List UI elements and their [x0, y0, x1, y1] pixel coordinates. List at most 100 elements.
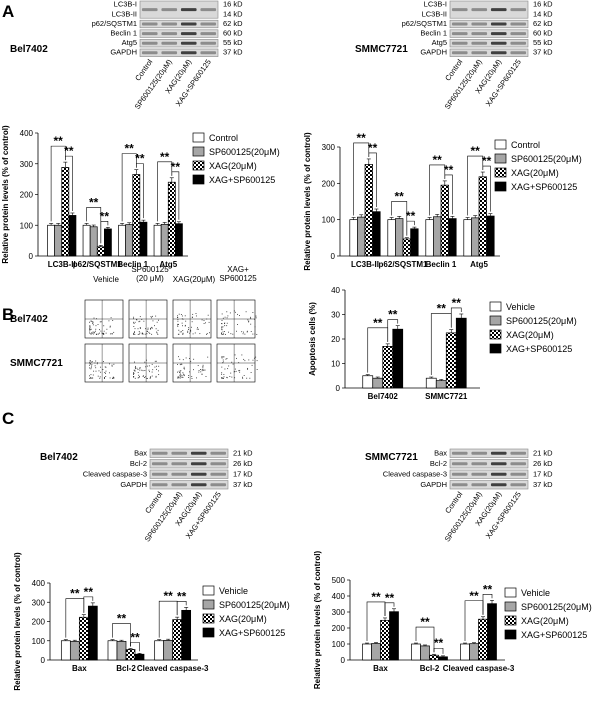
flow-event	[150, 376, 152, 378]
flow-event	[221, 377, 223, 379]
flow-event	[91, 332, 93, 334]
bar	[478, 176, 487, 257]
significance-bracket	[121, 153, 137, 222]
flow-event	[133, 326, 135, 327]
flow-event	[151, 375, 153, 377]
flow-event	[242, 377, 244, 379]
flow-event	[232, 363, 234, 365]
significance-bracket	[444, 174, 453, 215]
flow-event	[94, 365, 96, 367]
significance-bracket	[136, 163, 144, 219]
flow-event	[90, 363, 92, 365]
legend-swatch	[192, 146, 205, 157]
significance-label: **	[177, 589, 187, 603]
western-blot-c-bel7402: Bel7402 Bax 21 kD Bcl-2 26 kD Cleaved caspase…	[40, 448, 253, 543]
flow-event	[221, 333, 223, 334]
blot-strip	[139, 29, 219, 38]
blot-label: LC3B-II	[422, 9, 447, 18]
flow-event	[144, 333, 146, 335]
y-tick-label: 300	[32, 598, 46, 607]
flow-event	[221, 323, 222, 325]
flow-event	[100, 330, 102, 332]
flow-event	[226, 317, 228, 319]
flow-event	[134, 369, 136, 371]
flow-event	[138, 321, 140, 323]
flow-event	[151, 315, 153, 317]
flow-event	[135, 318, 137, 320]
flow-event	[198, 370, 200, 372]
blot-label: GAPDH	[110, 48, 137, 57]
flow-event	[156, 331, 158, 333]
bar	[448, 218, 457, 257]
significance-bracket	[157, 161, 173, 222]
flow-event	[183, 374, 185, 376]
legend-swatch	[494, 139, 507, 150]
flow-event	[143, 320, 145, 322]
flow-event	[154, 325, 155, 327]
flow-event	[90, 374, 92, 376]
flow-event	[113, 331, 115, 333]
blot-band	[210, 451, 227, 455]
flow-event	[92, 321, 94, 323]
significance-label: **	[385, 591, 395, 605]
bar	[175, 223, 183, 257]
blot-band	[510, 451, 527, 455]
flow-event	[139, 327, 141, 328]
kd-label: 60 kD	[533, 29, 553, 38]
x-tick-label: SMMC7721	[425, 392, 468, 401]
blot-strip	[149, 448, 229, 458]
y-tick-label: 40	[331, 286, 340, 295]
blot-band	[510, 472, 527, 476]
flow-event	[190, 360, 192, 362]
legend-swatch	[202, 627, 215, 638]
kd-label: 62 kD	[533, 19, 553, 28]
y-tick-label: 500	[332, 576, 346, 585]
blot-label: LC3B-II	[112, 9, 137, 18]
bar	[78, 616, 89, 661]
flow-event	[113, 377, 115, 379]
flow-event	[95, 325, 97, 327]
flow-event	[225, 333, 226, 335]
significance-bracket	[384, 602, 395, 616]
flow-event	[92, 331, 94, 333]
flow-event	[234, 368, 236, 370]
blot-band	[180, 41, 197, 45]
flow-event	[250, 316, 251, 318]
flow-event	[182, 333, 184, 335]
flow-plot	[216, 343, 258, 383]
flow-event	[199, 333, 201, 335]
legend-swatch	[202, 599, 215, 610]
flow-event	[133, 323, 135, 324]
cell-line-label: Bel7402	[10, 44, 48, 55]
flow-event	[151, 371, 153, 373]
flow-event	[144, 377, 145, 378]
flow-event	[238, 370, 240, 372]
blot-strip	[449, 19, 529, 29]
y-tick-label: 10	[331, 360, 340, 369]
flow-event	[109, 363, 110, 365]
legend-swatch	[202, 585, 215, 596]
flow-event	[192, 333, 194, 335]
flow-event	[233, 371, 235, 373]
flow-event	[232, 333, 234, 335]
bar	[153, 224, 162, 257]
flow-event	[226, 377, 228, 379]
flow-event	[105, 370, 107, 372]
flow-event	[139, 320, 141, 322]
flow-event	[228, 331, 230, 333]
flow-event	[155, 315, 157, 317]
significance-label: **	[130, 630, 140, 644]
bar-chart-a-smmc7721: 0 100 200 300 Relative protein levels (% of …	[303, 131, 582, 271]
kd-label: 62 kD	[223, 19, 243, 28]
kd-label: 37 kD	[533, 48, 553, 57]
blot-band	[490, 472, 507, 476]
flow-event	[222, 359, 224, 361]
flow-event	[103, 361, 104, 363]
flow-event	[225, 358, 227, 360]
bar	[116, 640, 127, 661]
flow-event	[89, 331, 91, 333]
blot-band	[190, 451, 207, 455]
flow-event	[221, 357, 223, 359]
flow-event	[200, 369, 201, 370]
